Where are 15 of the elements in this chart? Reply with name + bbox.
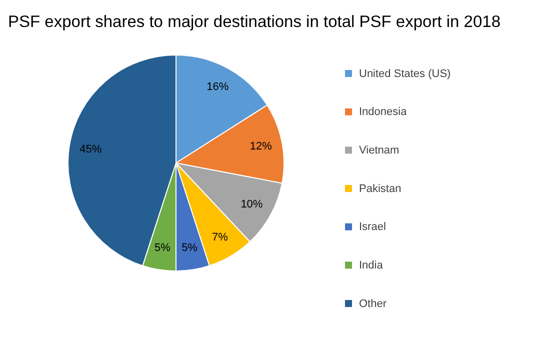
legend-label: United States (US) [359,68,451,80]
data-label: 5% [154,242,171,254]
data-label: 5% [182,242,198,254]
legend-label: Pakistan [359,182,402,195]
legend-label: Vietnam [359,144,400,157]
legend-label: Other [359,298,387,310]
legend-label: Indonesia [359,106,408,118]
legend-label: India [359,260,384,272]
data-label: 12% [250,140,272,153]
data-label: 16% [206,81,229,94]
data-label: 10% [240,198,263,211]
legend-label: Israel [359,221,386,234]
data-label: 7% [212,231,228,244]
data-label: 45% [80,143,102,156]
chart-title: PSF export shares to major destinations in total PSF export in 2018 [8,13,501,31]
